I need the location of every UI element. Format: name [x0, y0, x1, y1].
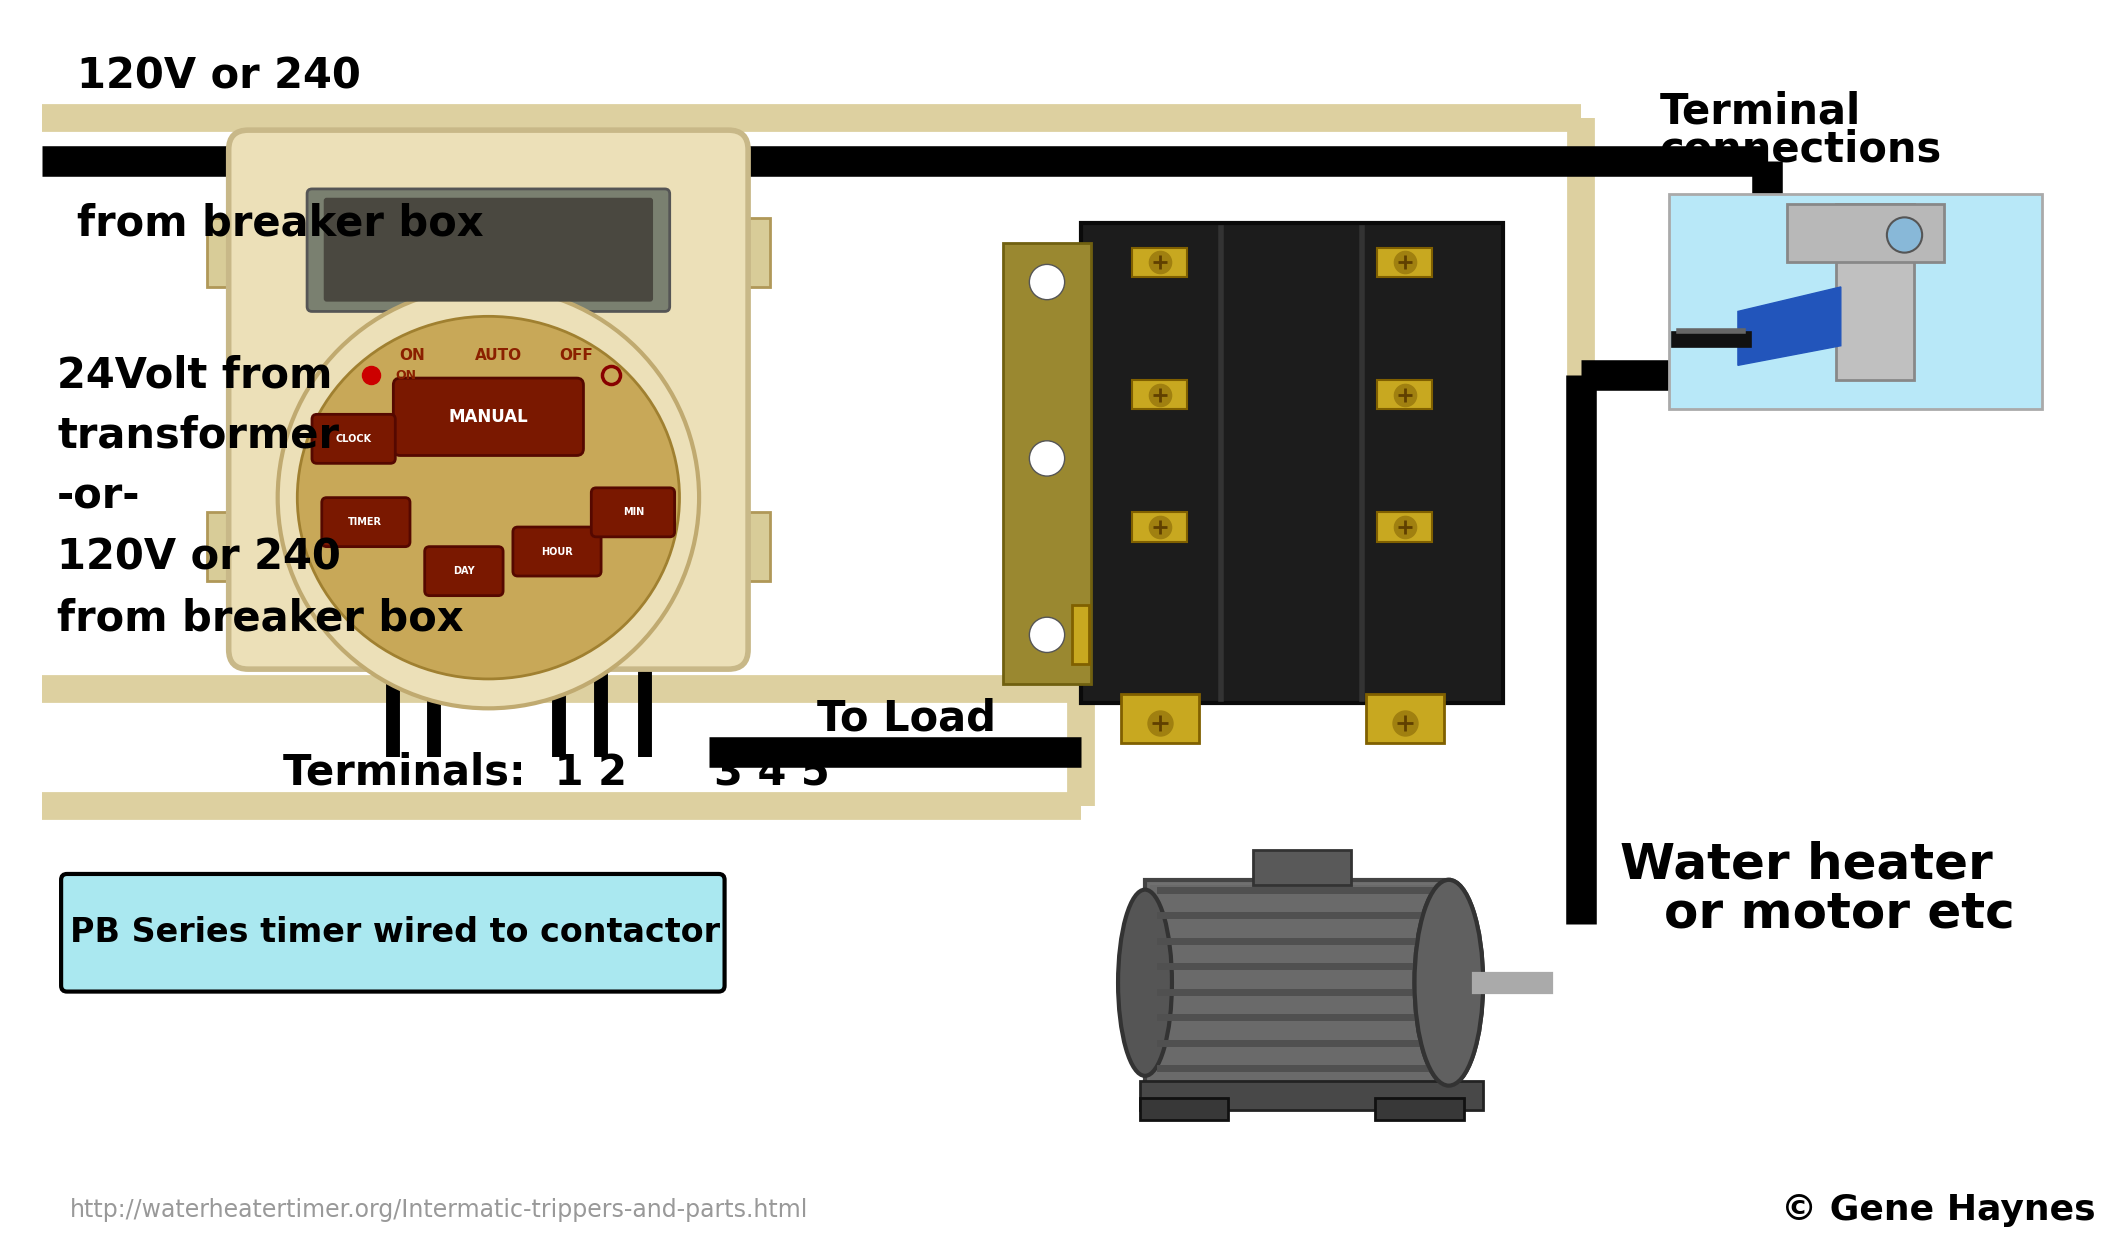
Text: TIMER: TIMER: [349, 517, 383, 527]
Circle shape: [279, 287, 699, 709]
Text: from breaker box: from breaker box: [57, 597, 463, 640]
Text: from breaker box: from breaker box: [77, 202, 483, 245]
FancyBboxPatch shape: [393, 377, 583, 455]
Bar: [1669, 194, 2041, 410]
FancyBboxPatch shape: [321, 498, 410, 547]
Polygon shape: [1737, 287, 1841, 365]
Text: AUTO: AUTO: [474, 349, 521, 364]
Bar: [1120, 693, 1199, 742]
Bar: [1378, 380, 1433, 410]
Text: CLOCK: CLOCK: [336, 434, 372, 444]
Text: © Gene Haynes: © Gene Haynes: [1782, 1193, 2096, 1228]
FancyBboxPatch shape: [62, 874, 725, 992]
Bar: [1365, 693, 1444, 742]
Circle shape: [1029, 265, 1065, 300]
Bar: [1003, 243, 1091, 683]
Text: Terminals:  1 2      3 4 5: Terminals: 1 2 3 4 5: [283, 751, 829, 793]
Bar: [1378, 513, 1433, 542]
Text: MANUAL: MANUAL: [449, 409, 527, 426]
FancyBboxPatch shape: [425, 547, 504, 596]
Bar: [1072, 606, 1089, 665]
FancyBboxPatch shape: [512, 527, 602, 576]
Text: or motor etc: or motor etc: [1665, 889, 2015, 938]
Bar: [1133, 513, 1186, 542]
Bar: [1140, 1099, 1229, 1120]
Text: 120V or 240: 120V or 240: [57, 537, 340, 578]
Bar: [729, 513, 770, 581]
Bar: [1140, 1081, 1484, 1110]
Bar: [1837, 203, 1913, 380]
Bar: [206, 218, 249, 287]
Bar: [1150, 885, 1448, 1081]
Circle shape: [1029, 441, 1065, 477]
Circle shape: [1029, 617, 1065, 652]
Text: HOUR: HOUR: [542, 547, 572, 557]
Ellipse shape: [298, 316, 680, 678]
Text: OFF: OFF: [559, 349, 593, 364]
Bar: [729, 218, 770, 287]
FancyBboxPatch shape: [230, 130, 748, 670]
Text: ON: ON: [395, 369, 417, 381]
Text: To Load: To Load: [816, 697, 995, 739]
Text: 120V or 240: 120V or 240: [77, 55, 361, 98]
Ellipse shape: [1118, 889, 1171, 1076]
Ellipse shape: [1414, 880, 1484, 1086]
Text: 24Volt from: 24Volt from: [57, 354, 332, 396]
Text: DAY: DAY: [453, 566, 474, 576]
Text: transformer: transformer: [57, 415, 340, 456]
Bar: [206, 513, 249, 581]
Bar: [1133, 380, 1186, 410]
Text: -or-: -or-: [57, 475, 140, 518]
Text: connections: connections: [1660, 128, 1941, 171]
FancyBboxPatch shape: [313, 414, 395, 463]
Bar: [1376, 1099, 1463, 1120]
Text: PB Series timer wired to contactor: PB Series timer wired to contactor: [70, 917, 721, 949]
FancyBboxPatch shape: [323, 198, 653, 302]
Text: Water heater: Water heater: [1620, 840, 1992, 889]
Ellipse shape: [1414, 880, 1484, 1086]
Bar: [1378, 248, 1433, 277]
FancyBboxPatch shape: [306, 189, 670, 311]
Circle shape: [1888, 217, 1922, 252]
Bar: [1252, 850, 1350, 885]
Bar: [1082, 223, 1503, 703]
Bar: [1788, 203, 1943, 262]
Text: MIN: MIN: [623, 508, 644, 518]
Bar: [1133, 248, 1186, 277]
Bar: [1146, 880, 1448, 1086]
FancyBboxPatch shape: [591, 488, 674, 537]
Text: Terminal: Terminal: [1660, 92, 1860, 133]
Text: http://waterheatertimer.org/Intermatic-trippers-and-parts.html: http://waterheatertimer.org/Intermatic-t…: [70, 1198, 808, 1223]
Text: ON: ON: [400, 349, 425, 364]
